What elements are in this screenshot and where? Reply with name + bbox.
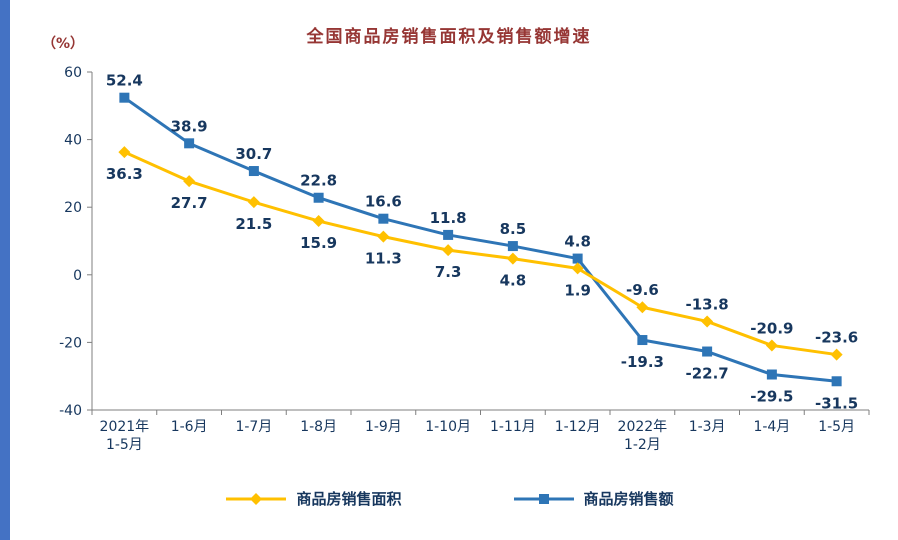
data-label-sales-value: -19.3 [621,353,664,371]
y-axis-tick-label: 60 [64,65,82,81]
data-label-sales-area: 11.3 [365,250,402,268]
y-axis-tick-label: -20 [59,335,82,351]
x-axis-category-label: 1-9月 [365,419,402,435]
chart-legend: 商品房销售面积 商品房销售额 [10,488,888,509]
diamond-marker-icon [765,339,778,352]
diamond-marker-icon [636,301,649,314]
square-marker-icon [766,369,777,380]
square-marker-icon [248,166,259,177]
x-axis-category-label: 1-5月 [818,419,855,435]
x-axis-category-label: 2021年 1-5月 [100,419,150,453]
y-axis-tick-label: -40 [59,403,82,419]
square-marker-icon [184,138,195,149]
x-axis-category-label: 1-11月 [490,419,536,435]
data-label-sales-area: -23.6 [815,329,858,347]
data-label-sales-value: 11.8 [430,209,467,227]
square-marker-icon [378,213,389,224]
data-label-sales-value: 16.6 [365,193,402,211]
square-marker-icon [443,229,454,240]
data-label-sales-value: -31.5 [815,394,858,412]
square-marker-icon [637,335,648,346]
data-label-sales-value: -22.7 [686,365,729,383]
data-label-sales-area: 27.7 [171,194,208,212]
y-axis-tick-label: 40 [64,133,82,149]
square-marker-icon [572,253,583,264]
square-marker-icon [513,493,574,504]
y-axis-tick-label: 20 [64,200,82,216]
data-label-sales-area: 36.3 [106,165,143,183]
data-label-sales-area: 4.8 [500,272,527,290]
diamond-marker-icon [701,315,714,328]
square-marker-icon [119,92,130,103]
legend-label-sales-area: 商品房销售面积 [296,490,402,508]
line-chart: 60 40 20 0 -20 -40 2021年 1-5月 1-6月 1-7月 1-8月 1-9月 1-… [14,52,894,472]
data-label-sales-area: 21.5 [235,215,272,233]
y-axis-unit-label: （%） [42,36,85,52]
diamond-marker-icon [377,230,390,243]
legend-label-sales-value: 商品房销售额 [583,490,674,508]
diamond-marker-icon [183,175,196,188]
data-label-sales-value: -29.5 [750,388,793,406]
x-axis-category-label: 1-12月 [555,419,601,435]
square-marker-icon [702,346,713,357]
data-label-sales-area: 7.3 [435,263,462,281]
data-label-sales-value: 30.7 [235,145,272,163]
legend-item-sales-area: 商品房销售面积 [224,488,402,509]
data-label-sales-area: 15.9 [300,234,337,252]
square-marker-icon [507,241,518,252]
data-label-sales-value: 4.8 [564,233,591,251]
diamond-marker-icon [118,146,131,159]
diamond-marker-icon [571,262,584,275]
square-marker-icon [831,376,842,387]
x-axis-category-label: 1-3月 [689,419,726,435]
data-label-sales-area: -20.9 [750,319,793,337]
chart-title: 全国商品房销售面积及销售额增速 [306,27,592,47]
legend-item-sales-value: 商品房销售额 [512,488,674,509]
diamond-marker-icon [247,196,260,209]
diamond-marker-icon [830,348,843,361]
diamond-marker-icon [312,215,325,228]
data-label-sales-area: 1.9 [564,281,591,299]
x-axis-category-label: 1-8月 [300,419,337,435]
data-label-sales-value: 52.4 [106,72,143,90]
x-axis-category-label: 1-6月 [171,419,208,435]
data-label-sales-value: 22.8 [300,172,337,190]
square-marker-icon [313,192,324,203]
data-label-sales-area: -9.6 [626,281,659,299]
data-label-sales-value: 38.9 [171,117,208,135]
x-axis-category-label: 1-7月 [235,419,272,435]
sales-value-line [123,96,837,383]
data-label-sales-area: -13.8 [686,295,729,313]
x-axis-category-label: 1-4月 [753,419,790,435]
left-accent-bar [0,0,10,540]
sales-area-line [123,150,837,357]
y-axis-tick-label: 0 [73,268,82,284]
data-label-sales-value: 8.5 [500,220,527,238]
diamond-marker-icon [226,492,287,505]
diamond-marker-icon [442,244,455,257]
chart-canvas: 60 40 20 0 -20 -40 2021年 1-5月 1-6月 1-7月 1-8月 1-9月 1-… [59,65,870,453]
diamond-marker-icon [506,252,519,265]
x-axis-category-label: 2022年 1-2月 [618,419,668,453]
x-axis-category-label: 1-10月 [425,419,471,435]
